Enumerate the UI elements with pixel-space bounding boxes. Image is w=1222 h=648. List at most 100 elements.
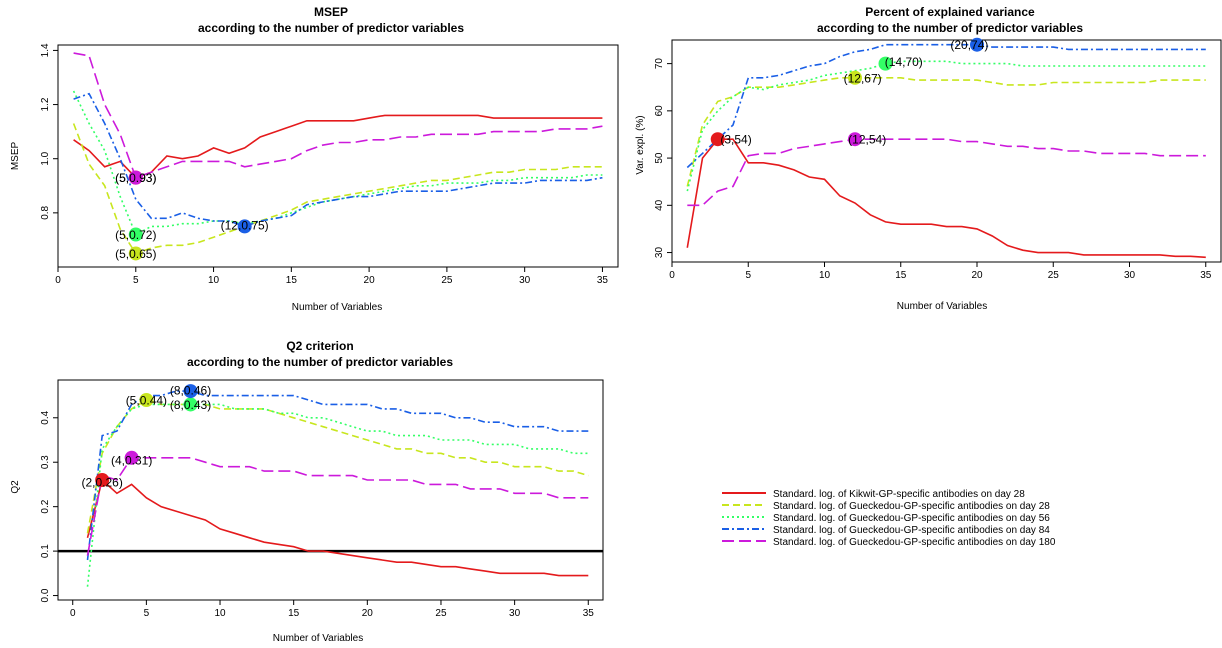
x-tick-label: 10 bbox=[208, 275, 220, 286]
optimum-label: (3,54) bbox=[720, 133, 751, 147]
variance-ylabel: Var. expl. (%) bbox=[635, 115, 646, 174]
optimum-label: (12,67) bbox=[844, 71, 882, 85]
optimum-label: (4,0.31) bbox=[111, 454, 152, 468]
optimum-marker bbox=[848, 132, 862, 147]
optimum-marker bbox=[128, 227, 143, 242]
series-line bbox=[73, 92, 603, 228]
msep-ylabel: MSEP bbox=[10, 142, 21, 171]
variance-xlabel: Number of Variables bbox=[897, 301, 987, 312]
optimum-label: (12,0.75) bbox=[221, 219, 269, 233]
optimum-label: (5,0.44) bbox=[126, 394, 167, 408]
y-tick-label: 0.4 bbox=[40, 410, 51, 424]
legend-label: Standard. log. of Gueckedou-GP-specific … bbox=[773, 501, 1050, 512]
legend-entry: Standard. log. of Gueckedou-GP-specific … bbox=[722, 525, 1050, 536]
legend-label: Standard. log. of Gueckedou-GP-specific … bbox=[773, 537, 1056, 548]
optimum-marker bbox=[128, 170, 143, 185]
optimum-marker bbox=[848, 70, 862, 85]
x-tick-label: 10 bbox=[214, 608, 226, 619]
q2-subtitle: according to the number of predictor var… bbox=[187, 355, 453, 369]
x-tick-label: 25 bbox=[435, 608, 447, 619]
legend-entry: Standard. log. of Gueckedou-GP-specific … bbox=[722, 513, 1050, 524]
y-tick-label: 70 bbox=[654, 58, 665, 70]
q2-xlabel: Number of Variables bbox=[273, 633, 363, 644]
series-line bbox=[72, 90, 603, 236]
x-tick-label: 25 bbox=[441, 275, 453, 286]
legend-label: Standard. log. of Gueckedou-GP-specific … bbox=[773, 513, 1050, 524]
q2-panel: Q2 criterion according to the number of … bbox=[10, 339, 604, 644]
y-tick-label: 0.2 bbox=[40, 499, 51, 513]
x-tick-label: 15 bbox=[288, 608, 300, 619]
optimum-marker bbox=[95, 473, 110, 487]
variance-plot: 0 5 10 15 20 25 30 35 30 40 50 60 70 (3,54) (12,54) (12… bbox=[654, 37, 1222, 281]
optimum-label: (8,0.43) bbox=[170, 398, 211, 412]
x-tick-label: 10 bbox=[819, 270, 831, 281]
legend-entry: Standard. log. of Gueckedou-GP-specific … bbox=[722, 537, 1056, 548]
series-line bbox=[72, 123, 603, 255]
optimum-label: (5,0.93) bbox=[115, 171, 156, 185]
legend-entry: Standard. log. of Gueckedou-GP-specific … bbox=[722, 501, 1050, 512]
x-tick-label: 5 bbox=[745, 270, 751, 281]
x-tick-label: 20 bbox=[362, 608, 374, 619]
optimum-label: (20,74) bbox=[950, 38, 988, 52]
y-tick-label: 50 bbox=[654, 152, 665, 164]
series-line bbox=[86, 390, 589, 561]
x-tick-label: 35 bbox=[1200, 270, 1212, 281]
x-tick-label: 5 bbox=[144, 608, 150, 619]
y-tick-label: 1.2 bbox=[40, 97, 51, 111]
series-line bbox=[686, 60, 1206, 192]
optimum-marker bbox=[124, 450, 139, 465]
x-tick-label: 20 bbox=[364, 275, 376, 286]
variance-panel: Percent of explained variance according … bbox=[635, 5, 1222, 312]
series-line bbox=[686, 43, 1206, 169]
variance-title: Percent of explained variance bbox=[865, 5, 1035, 19]
y-tick-label: 1.4 bbox=[40, 43, 51, 57]
y-tick-label: 60 bbox=[654, 105, 665, 117]
optimum-marker bbox=[237, 219, 252, 234]
series-line bbox=[687, 138, 1206, 207]
legend-entry: Standard. log. of Kikwit-GP-specific ant… bbox=[722, 489, 1025, 500]
legend-label: Standard. log. of Kikwit-GP-specific ant… bbox=[773, 489, 1025, 500]
plot-frame bbox=[57, 44, 619, 268]
q2-plot: 0 5 10 15 20 25 30 35 0.0 0.1 0.2 0.3 0.4 (2,0.26) (4,… bbox=[40, 379, 604, 619]
series-line bbox=[686, 77, 1206, 187]
x-tick-label: 15 bbox=[286, 275, 298, 286]
x-tick-label: 20 bbox=[971, 270, 983, 281]
series-line bbox=[86, 456, 589, 556]
x-tick-label: 30 bbox=[509, 608, 521, 619]
q2-ylabel: Q2 bbox=[10, 480, 21, 494]
msep-subtitle: according to the number of predictor var… bbox=[198, 21, 464, 35]
x-tick-label: 0 bbox=[70, 608, 76, 619]
optimum-label: (2,0.26) bbox=[82, 476, 123, 490]
series-line bbox=[86, 399, 589, 534]
y-tick-label: 1.0 bbox=[40, 151, 51, 165]
x-tick-label: 0 bbox=[669, 270, 675, 281]
variance-subtitle: according to the number of predictor var… bbox=[817, 21, 1083, 35]
y-tick-label: 0.8 bbox=[40, 205, 51, 219]
y-tick-label: 40 bbox=[654, 199, 665, 211]
x-tick-label: 35 bbox=[583, 608, 595, 619]
msep-plot: 051015202530350.81.01.21.4(5,0.93)(5,0.9… bbox=[40, 43, 619, 286]
x-tick-label: 30 bbox=[1124, 270, 1136, 281]
optimum-marker bbox=[183, 384, 198, 399]
optimum-label: (5,0.72) bbox=[115, 228, 156, 242]
optimum-marker bbox=[970, 37, 984, 52]
plot-frame bbox=[671, 39, 1222, 263]
optimum-marker bbox=[183, 397, 198, 412]
optimum-label: (8,0.46) bbox=[170, 383, 211, 397]
q2-title: Q2 criterion bbox=[286, 339, 353, 353]
y-tick-label: 30 bbox=[654, 247, 665, 259]
optimum-marker bbox=[878, 56, 893, 71]
msep-xlabel: Number of Variables bbox=[292, 302, 382, 313]
optimum-label: (5,0.65) bbox=[115, 247, 156, 261]
optimum-label: (14,70) bbox=[885, 55, 923, 69]
y-tick-label: 0.3 bbox=[40, 455, 51, 469]
series-line bbox=[686, 138, 1206, 259]
series-line bbox=[73, 114, 603, 179]
legend: Standard. log. of Kikwit-GP-specific ant… bbox=[722, 489, 1056, 548]
x-tick-label: 25 bbox=[1048, 270, 1060, 281]
x-tick-label: 30 bbox=[519, 275, 531, 286]
optimum-marker bbox=[128, 246, 143, 261]
series-line bbox=[86, 478, 589, 577]
msep-panel: MSEP according to the number of predicto… bbox=[10, 5, 619, 313]
